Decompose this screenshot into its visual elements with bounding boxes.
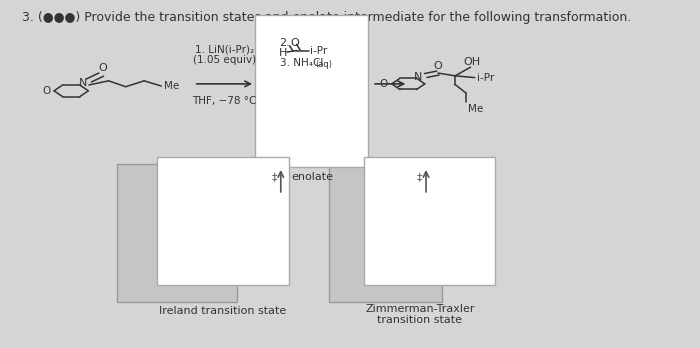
Text: transition state: transition state [377,315,463,325]
Text: OH: OH [463,57,481,67]
Text: Me: Me [164,81,180,91]
Text: ‡: ‡ [417,173,423,182]
Text: (1.05 equiv): (1.05 equiv) [193,55,256,65]
Text: 3. NH₄Cl: 3. NH₄Cl [279,58,323,68]
FancyBboxPatch shape [157,157,288,285]
Text: O: O [433,61,442,71]
Text: O: O [290,38,299,48]
Text: i-Pr: i-Pr [310,46,328,56]
FancyBboxPatch shape [117,164,237,302]
Text: 1. LiN(i-Pr)₂: 1. LiN(i-Pr)₂ [195,45,254,54]
Text: i-Pr: i-Pr [477,73,494,82]
FancyBboxPatch shape [328,164,442,302]
Text: O: O [43,86,51,96]
FancyBboxPatch shape [255,15,368,167]
Text: H: H [279,48,287,58]
Text: THF, −78 °C: THF, −78 °C [193,96,257,106]
FancyBboxPatch shape [363,157,496,285]
Text: enolate: enolate [291,172,333,182]
Text: O: O [99,63,107,73]
Text: N: N [78,78,87,88]
Text: Ireland transition state: Ireland transition state [159,306,286,316]
Text: Me: Me [468,104,483,113]
Text: (aq): (aq) [315,60,332,69]
Text: O: O [379,79,388,89]
Text: 3. (●●●) Provide the transition states and enolate intermediate for the followin: 3. (●●●) Provide the transition states a… [22,11,631,24]
Text: ‡: ‡ [272,173,277,182]
Text: 2.: 2. [279,38,290,48]
Text: N: N [414,72,423,81]
Text: Zimmerman-Traxler: Zimmerman-Traxler [365,304,475,314]
